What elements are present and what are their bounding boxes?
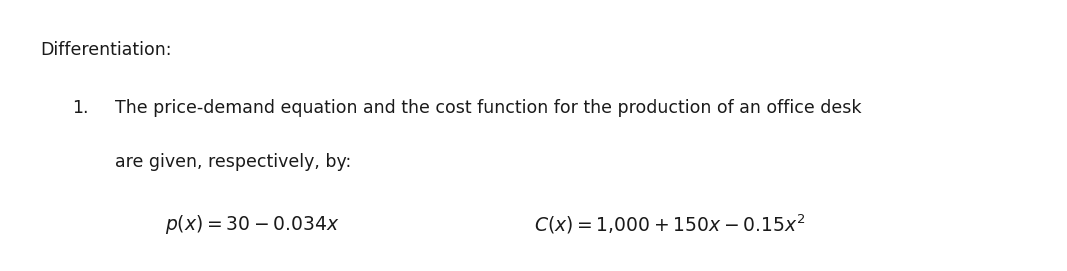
Text: are given, respectively, by:: are given, respectively, by: (115, 153, 351, 171)
Text: 1.: 1. (73, 99, 89, 117)
Text: $p(x) = 30 - 0.034x$: $p(x) = 30 - 0.034x$ (165, 213, 340, 236)
Text: Differentiation:: Differentiation: (41, 41, 172, 59)
Text: The price-demand equation and the cost function for the production of an office : The price-demand equation and the cost f… (115, 99, 862, 117)
Text: $C(x) = 1{,}000 + 150x - 0.15x^2$: $C(x) = 1{,}000 + 150x - 0.15x^2$ (534, 213, 805, 236)
